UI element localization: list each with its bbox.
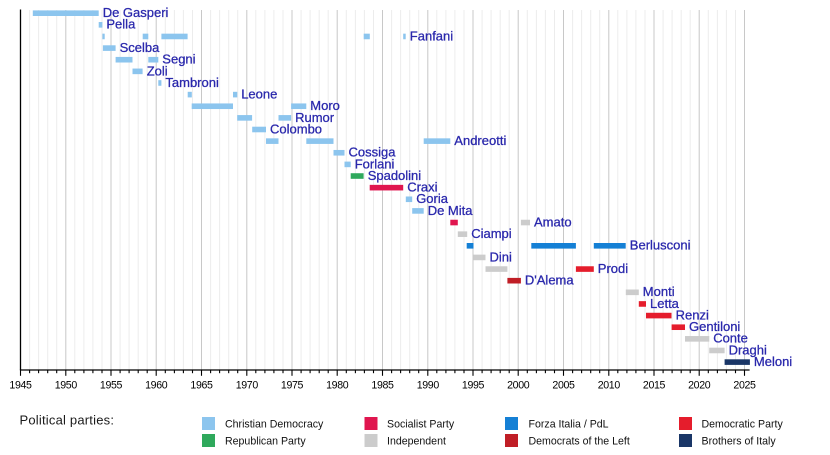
svg-text:Segni: Segni: [162, 52, 195, 67]
svg-text:Colombo: Colombo: [270, 121, 322, 136]
svg-text:De Gasperi: De Gasperi: [103, 5, 169, 20]
svg-text:Monti: Monti: [643, 284, 675, 299]
svg-text:1985: 1985: [371, 380, 394, 392]
svg-text:Brothers of Italy: Brothers of Italy: [702, 435, 777, 447]
svg-text:Scelba: Scelba: [120, 40, 161, 55]
svg-text:2010: 2010: [598, 380, 621, 392]
svg-text:Meloni: Meloni: [754, 354, 792, 369]
svg-text:Goria: Goria: [416, 191, 449, 206]
svg-text:Dini: Dini: [490, 249, 513, 264]
svg-text:1965: 1965: [190, 380, 213, 392]
svg-text:Christian Democracy: Christian Democracy: [225, 418, 324, 430]
svg-text:Democrats of the Left: Democrats of the Left: [529, 435, 630, 447]
svg-text:2000: 2000: [507, 380, 530, 392]
svg-text:1955: 1955: [100, 380, 123, 392]
svg-text:Tambroni: Tambroni: [165, 75, 219, 90]
svg-text:2015: 2015: [643, 380, 666, 392]
svg-text:Pella: Pella: [106, 17, 136, 32]
svg-text:D'Alema: D'Alema: [525, 273, 574, 288]
svg-text:Socialist Party: Socialist Party: [387, 418, 455, 430]
svg-text:De Mita: De Mita: [428, 203, 474, 218]
svg-text:1975: 1975: [281, 380, 304, 392]
svg-text:Zoli: Zoli: [147, 63, 168, 78]
svg-text:Forlani: Forlani: [355, 156, 395, 171]
svg-text:1945: 1945: [9, 380, 32, 392]
svg-text:Andreotti: Andreotti: [454, 133, 506, 148]
svg-text:Republican Party: Republican Party: [225, 435, 306, 447]
svg-text:Gentiloni: Gentiloni: [689, 319, 740, 334]
svg-text:Draghi: Draghi: [729, 342, 767, 357]
svg-text:2005: 2005: [552, 380, 575, 392]
svg-text:Moro: Moro: [310, 98, 340, 113]
svg-text:Renzi: Renzi: [676, 307, 709, 322]
svg-text:Political parties:: Political parties:: [20, 413, 115, 428]
svg-text:Craxi: Craxi: [407, 180, 437, 195]
svg-text:1980: 1980: [326, 380, 349, 392]
svg-text:1995: 1995: [462, 380, 485, 392]
svg-text:Leone: Leone: [241, 87, 277, 102]
svg-text:Conte: Conte: [713, 331, 748, 346]
svg-text:2020: 2020: [688, 380, 711, 392]
svg-text:Independent: Independent: [387, 435, 446, 447]
svg-text:Berlusconi: Berlusconi: [630, 238, 691, 253]
svg-text:Forza Italia / PdL: Forza Italia / PdL: [529, 418, 609, 430]
svg-text:2025: 2025: [733, 380, 756, 392]
svg-text:Democratic Party: Democratic Party: [702, 418, 784, 430]
svg-text:1970: 1970: [236, 380, 259, 392]
svg-text:1950: 1950: [55, 380, 78, 392]
svg-text:Spadolini: Spadolini: [368, 168, 422, 183]
svg-text:Fanfani: Fanfani: [410, 28, 453, 43]
svg-text:Letta: Letta: [650, 296, 680, 311]
svg-text:Prodi: Prodi: [598, 261, 628, 276]
svg-text:Ciampi: Ciampi: [471, 226, 512, 241]
svg-text:Cossiga: Cossiga: [349, 145, 397, 160]
svg-text:Amato: Amato: [534, 214, 572, 229]
svg-text:1960: 1960: [145, 380, 168, 392]
svg-text:1990: 1990: [417, 380, 440, 392]
svg-text:Rumor: Rumor: [295, 110, 335, 125]
